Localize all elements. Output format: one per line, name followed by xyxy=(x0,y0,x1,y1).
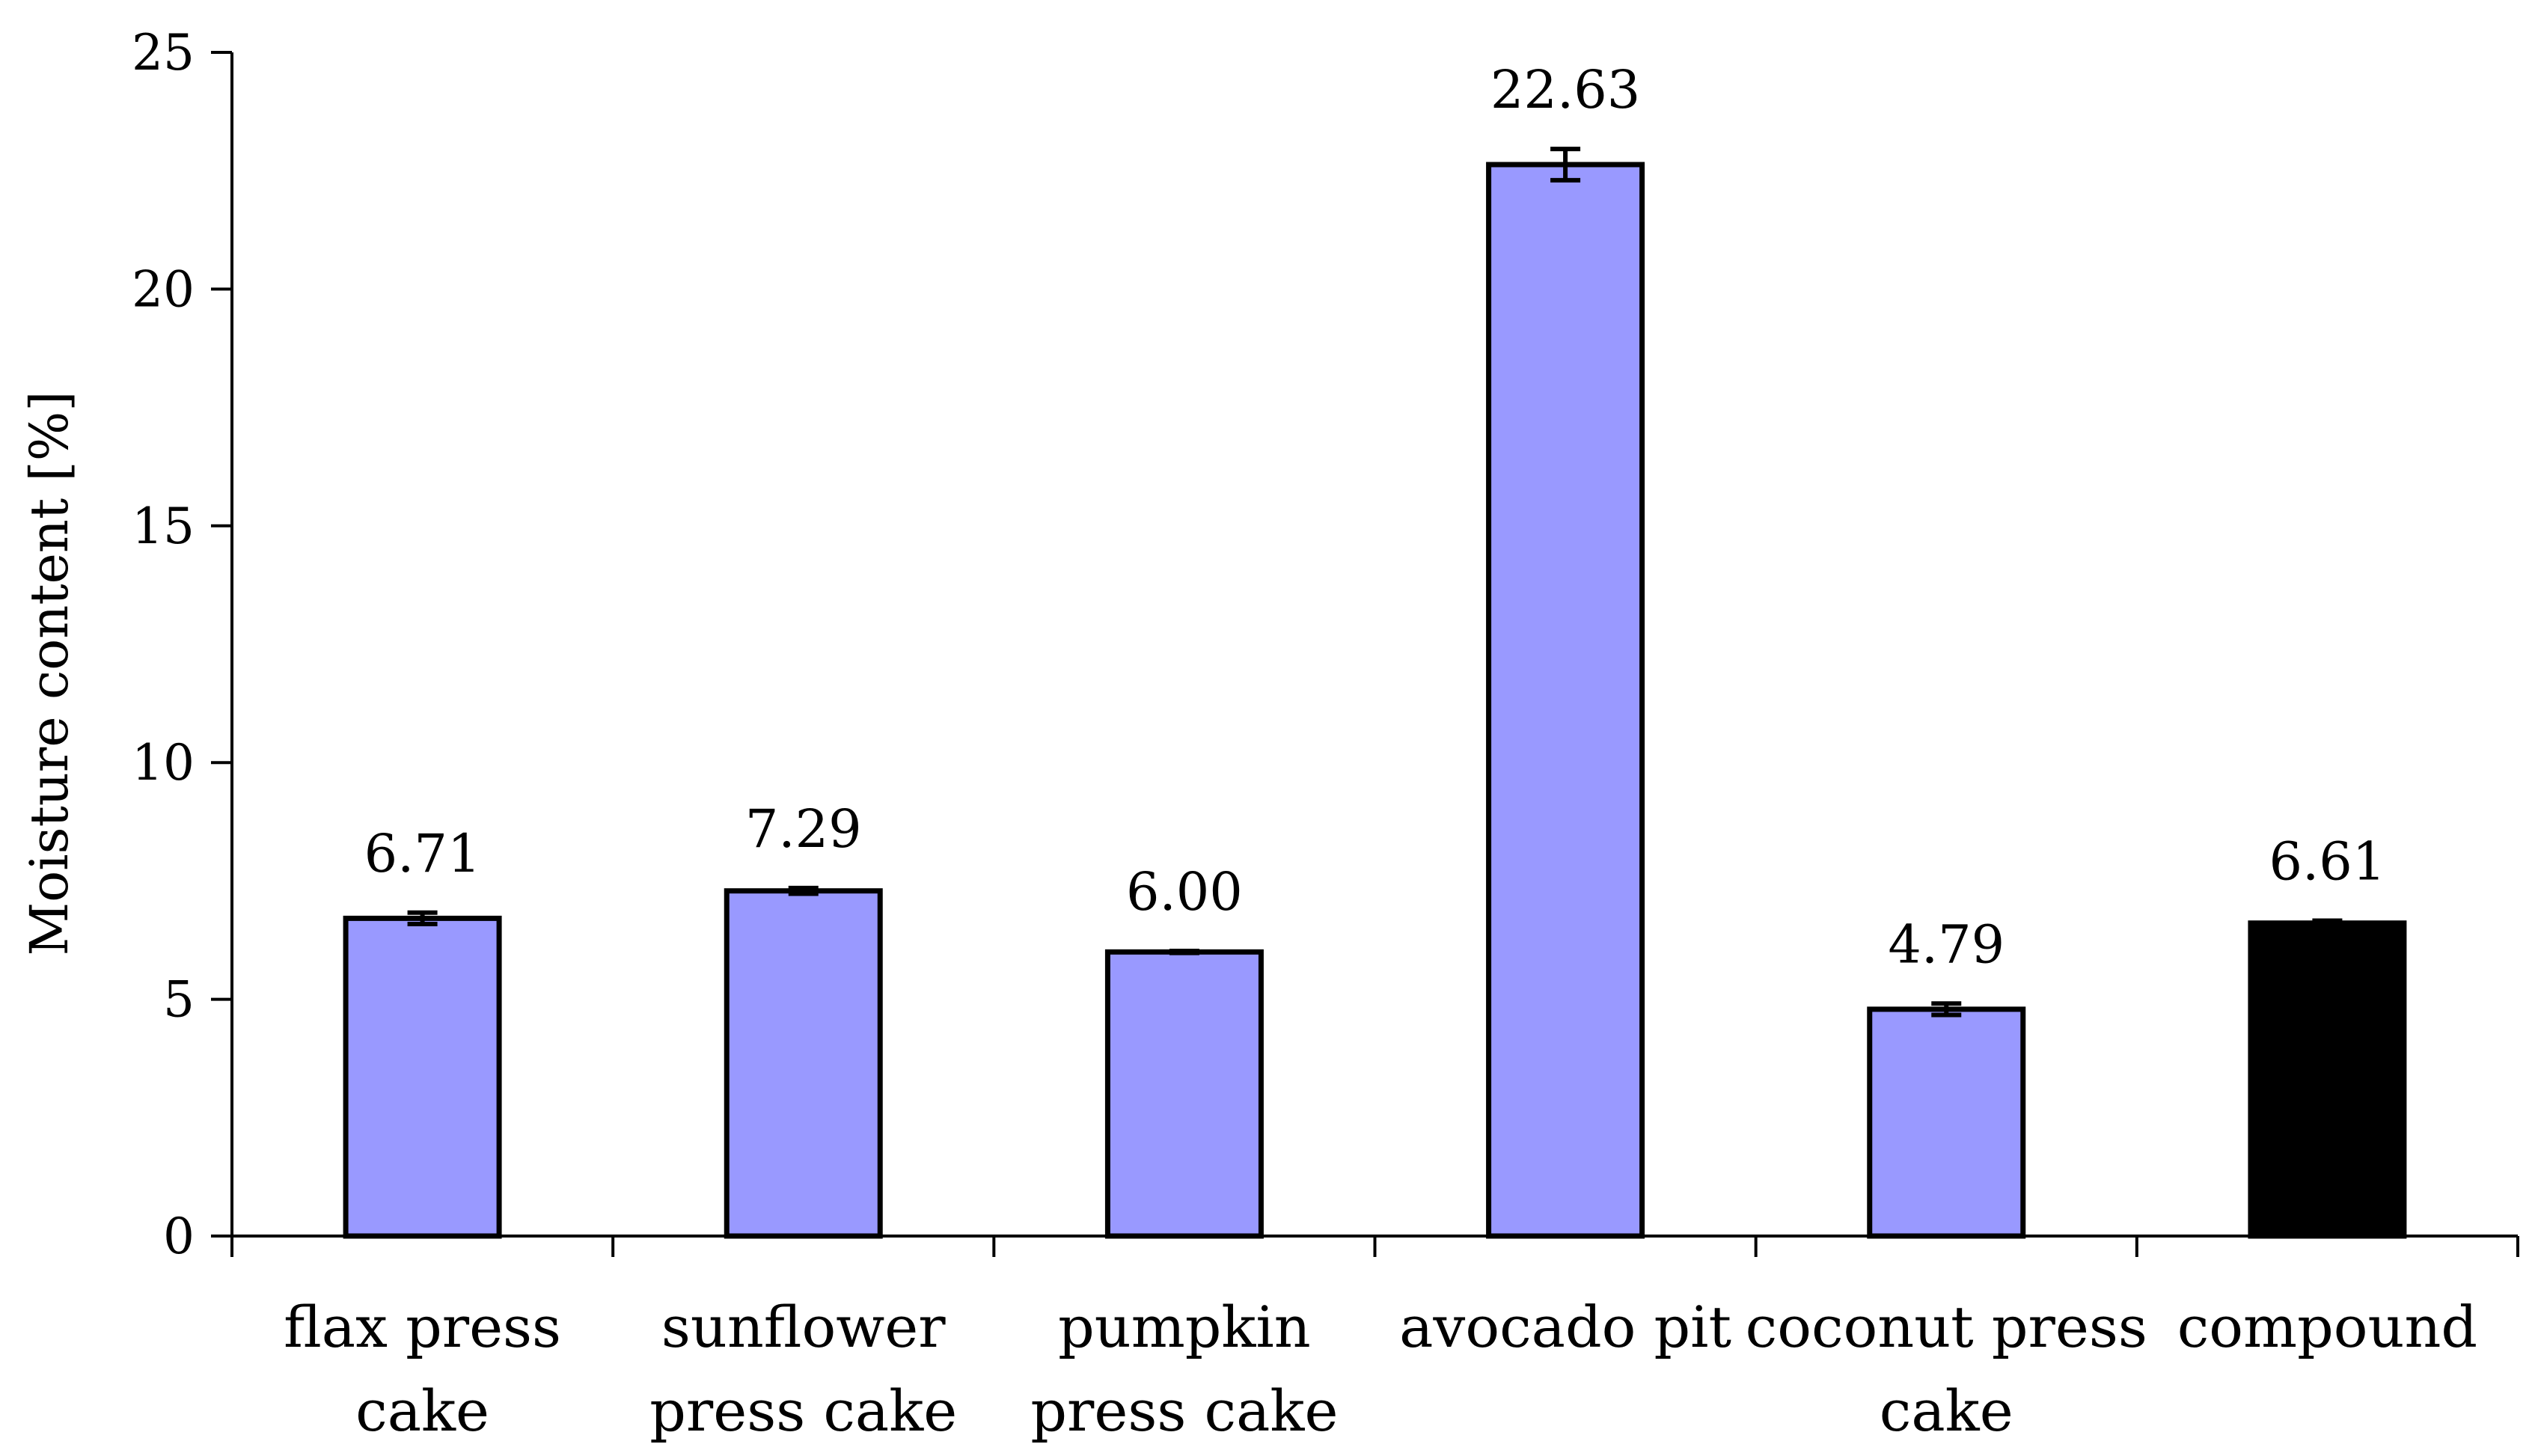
y-axis: 0 5 10 15 20 25 xyxy=(132,24,233,1265)
bars xyxy=(343,162,2407,1239)
data-label: 6.00 xyxy=(1126,861,1243,923)
data-labels: 6.71 7.29 6.00 22.63 4.79 6.61 xyxy=(364,59,2386,975)
bar xyxy=(724,888,883,1239)
data-label: 7.29 xyxy=(745,798,862,860)
category-label: flax press xyxy=(284,1294,561,1360)
category-label: sunflower xyxy=(661,1294,946,1360)
bar xyxy=(1867,1006,2026,1239)
y-tick-label: 10 xyxy=(132,734,195,792)
bar xyxy=(343,915,502,1239)
error-bars xyxy=(407,147,2343,1018)
category-label: coconut press xyxy=(1746,1294,2147,1360)
bar xyxy=(2248,920,2407,1239)
bar xyxy=(1104,949,1264,1239)
category-label: press cake xyxy=(1030,1377,1338,1444)
y-tick-label: 25 xyxy=(132,24,195,82)
category-labels: flax press cake sunflower press cake pumpkin… xyxy=(284,1294,2477,1444)
data-label: 6.71 xyxy=(364,823,481,884)
x-axis xyxy=(230,1235,2519,1257)
data-label: 4.79 xyxy=(1888,914,2005,975)
category-label: pumpkin xyxy=(1058,1294,1311,1360)
bar xyxy=(1486,162,1645,1239)
y-tick-label: 20 xyxy=(132,260,195,318)
data-label: 6.61 xyxy=(2269,831,2385,893)
y-axis-title: Moisture content [%] xyxy=(19,391,80,955)
y-tick-label: 5 xyxy=(163,971,195,1029)
category-label: compound xyxy=(2177,1294,2477,1360)
category-label: avocado pit xyxy=(1399,1294,1731,1360)
data-label: 22.63 xyxy=(1490,59,1640,120)
y-tick-label: 0 xyxy=(163,1208,195,1265)
category-label: cake xyxy=(1880,1377,2013,1444)
category-label: cake xyxy=(355,1377,489,1444)
y-tick-label: 15 xyxy=(132,498,195,555)
category-label: press cake xyxy=(649,1377,957,1444)
